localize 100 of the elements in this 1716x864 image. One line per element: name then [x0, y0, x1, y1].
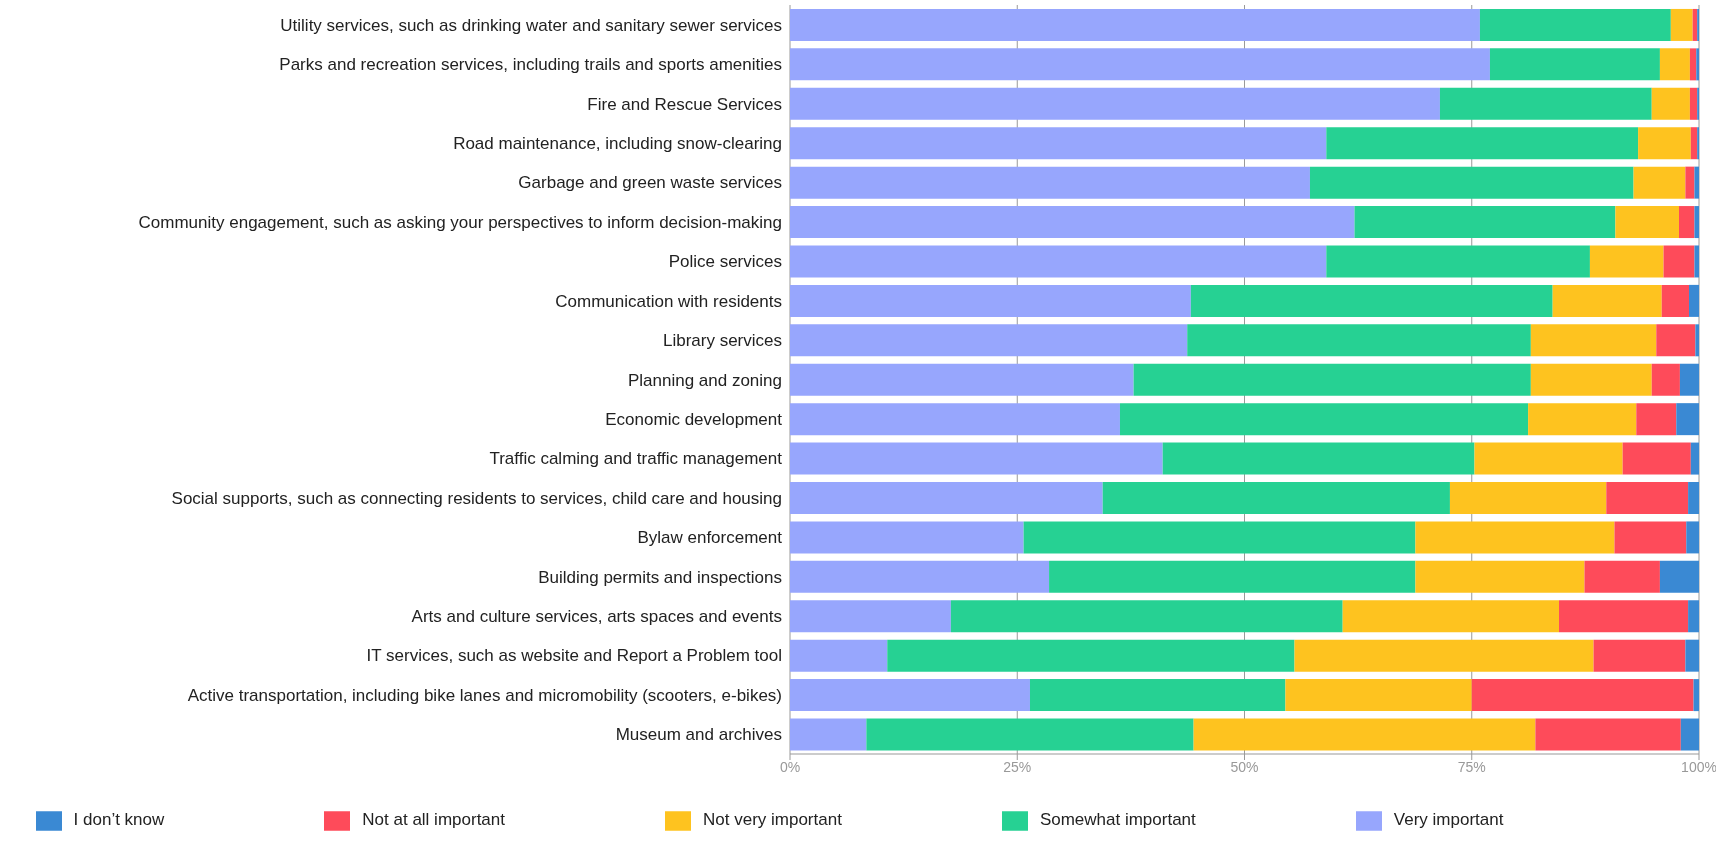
y-tick-label: Fire and Rescue Services: [587, 94, 782, 114]
bar: [1530, 324, 1657, 357]
bar: [1162, 442, 1475, 475]
y-tick-label: Economic development: [605, 409, 783, 429]
bar: [1552, 284, 1662, 317]
bar: [790, 718, 867, 751]
bar: [1029, 679, 1286, 712]
bar: [790, 560, 1050, 593]
bar: [1688, 481, 1699, 514]
bar: [1193, 718, 1536, 751]
bar: [1606, 481, 1689, 514]
bar: [1659, 560, 1699, 593]
bar: [1693, 679, 1699, 712]
bar: [1354, 206, 1616, 239]
bar: [1593, 639, 1686, 672]
y-tick-label: Bylaw enforcement: [637, 528, 783, 548]
y-tick-label: Parks and recreation services, including trails and sports amenities: [279, 55, 782, 75]
bar: [1415, 521, 1615, 554]
bar: [1119, 403, 1529, 436]
bar: [1651, 87, 1690, 120]
bar: [1661, 284, 1689, 317]
bar: [950, 600, 1343, 633]
bar: [1685, 639, 1699, 672]
bar: [1694, 245, 1699, 278]
bar: [1535, 718, 1681, 751]
bar: [1636, 403, 1677, 436]
y-tick-label: Planning and zoning: [627, 370, 782, 390]
bar: [1559, 600, 1689, 633]
bar: [1638, 127, 1691, 160]
bar: [790, 127, 1327, 160]
bar: [1689, 87, 1698, 120]
bar: [1449, 481, 1607, 514]
bar: [1659, 48, 1690, 81]
y-tick-label: Road maintenance, including snow-clearing: [453, 134, 782, 154]
bar: [887, 639, 1295, 672]
bar: [1294, 639, 1594, 672]
bar: [1690, 127, 1698, 160]
bar: [1689, 284, 1699, 317]
legend-label: Very important: [1393, 810, 1504, 830]
bar: [1439, 87, 1652, 120]
bar: [1694, 206, 1699, 239]
legend-label: I don’t know: [73, 810, 165, 830]
x-tick-label: 75%: [1457, 758, 1486, 775]
bar: [790, 639, 888, 672]
legend-label: Somewhat important: [1039, 810, 1196, 830]
bar: [790, 48, 1490, 81]
bar: [790, 521, 1024, 554]
bar: [1679, 363, 1699, 396]
bar: [1489, 48, 1660, 81]
bar: [790, 363, 1134, 396]
y-tick-label: Social supports, such as connecting residents to services, child care and housing: [171, 488, 782, 508]
bar: [1342, 600, 1560, 633]
x-tick-label: 0%: [779, 758, 801, 775]
bar: [1474, 442, 1623, 475]
bar: [1309, 166, 1634, 199]
bar: [1633, 166, 1686, 199]
bar: [1415, 560, 1585, 593]
bar: [1326, 245, 1590, 278]
bar: [1049, 560, 1416, 593]
bar: [1589, 245, 1664, 278]
legend-label: Not at all important: [362, 810, 505, 830]
bar: [1023, 521, 1416, 554]
bar: [1663, 245, 1695, 278]
bar: [1656, 324, 1696, 357]
y-tick-label: Museum and archives: [615, 725, 782, 745]
x-tick-label: 25%: [1003, 758, 1032, 775]
bar: [790, 481, 1103, 514]
bar: [1190, 284, 1553, 317]
bar: [790, 245, 1327, 278]
bar: [790, 600, 951, 633]
bar: [1685, 166, 1695, 199]
bar: [1479, 8, 1671, 41]
bar: [790, 206, 1355, 239]
bar: [1102, 481, 1450, 514]
bar: [1133, 363, 1531, 396]
x-tick-label: 100%: [1681, 758, 1716, 775]
bar: [1696, 48, 1699, 81]
bar: [1187, 324, 1531, 357]
bar: [790, 8, 1480, 41]
y-tick-label: Arts and culture services, arts spaces and events: [411, 607, 782, 627]
bar: [1471, 679, 1694, 712]
bar: [1651, 363, 1680, 396]
y-tick-label: Traffic calming and traffic management: [489, 449, 783, 469]
bar: [1285, 679, 1472, 712]
bar: [1326, 127, 1639, 160]
bar: [1622, 442, 1691, 475]
bar: [1680, 718, 1699, 751]
y-tick-label: Utility services, such as drinking water and sanitary sewer services: [280, 15, 782, 35]
bar: [790, 87, 1440, 120]
bar: [1528, 403, 1637, 436]
bar: [790, 442, 1163, 475]
y-tick-label: Communication with residents: [555, 291, 782, 311]
bar: [1690, 442, 1699, 475]
y-tick-label: Garbage and green waste services: [518, 173, 782, 193]
bar: [1670, 8, 1693, 41]
bar: [1695, 324, 1699, 357]
bar: [1615, 206, 1679, 239]
bar: [790, 324, 1188, 357]
bar: [1614, 521, 1687, 554]
y-tick-label: Police services: [668, 252, 782, 272]
